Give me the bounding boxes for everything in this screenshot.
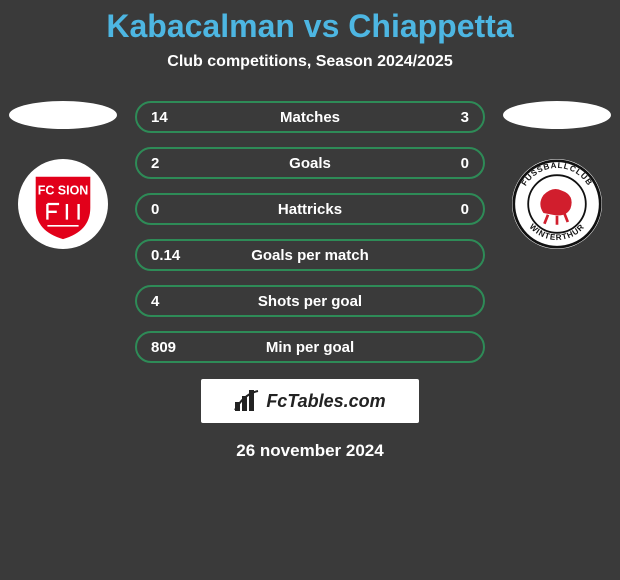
stat-row-hattricks: 0 Hattricks 0	[135, 193, 485, 225]
infographic-date: 26 november 2024	[0, 441, 620, 461]
stat-left-value: 4	[151, 293, 211, 310]
fc-sion-shield-icon: FC SION	[24, 165, 102, 243]
branding-box: FcTables.com	[201, 379, 419, 423]
stat-label: Min per goal	[211, 339, 409, 356]
stats-column: 14 Matches 3 2 Goals 0 0 Hattricks 0 0.1…	[135, 101, 485, 363]
page-subtitle: Club competitions, Season 2024/2025	[0, 53, 620, 71]
main-row: FC SION 14 Matches 3 2 Goals 0 0 Hattric…	[0, 101, 620, 363]
stat-label: Hattricks	[211, 201, 409, 218]
stat-label: Matches	[211, 109, 409, 126]
svg-text:FC SION: FC SION	[38, 184, 89, 198]
stat-left-value: 0.14	[151, 247, 211, 264]
stat-right-value: 3	[409, 109, 469, 126]
right-player-column: FUSSBALLCLUB WINTERTHUR	[503, 101, 611, 249]
stat-left-value: 0	[151, 201, 211, 218]
infographic-root: Kabacalman vs Chiappetta Club competitio…	[0, 0, 620, 461]
stat-row-gpm: 0.14 Goals per match	[135, 239, 485, 271]
stat-right-value: 0	[409, 155, 469, 172]
stat-label: Shots per goal	[211, 293, 409, 310]
page-title: Kabacalman vs Chiappetta	[0, 8, 620, 45]
stat-label: Goals per match	[211, 247, 409, 264]
stat-row-matches: 14 Matches 3	[135, 101, 485, 133]
stat-left-value: 809	[151, 339, 211, 356]
stat-left-value: 2	[151, 155, 211, 172]
fc-winterthur-ring-icon: FUSSBALLCLUB WINTERTHUR	[512, 159, 602, 249]
fctables-bars-icon	[234, 390, 260, 412]
stat-right-value: 0	[409, 201, 469, 218]
stat-left-value: 14	[151, 109, 211, 126]
fc-sion-logo: FC SION	[18, 159, 108, 249]
left-player-column: FC SION	[9, 101, 117, 249]
right-player-ellipse	[503, 101, 611, 129]
stat-row-goals: 2 Goals 0	[135, 147, 485, 179]
stat-row-spg: 4 Shots per goal	[135, 285, 485, 317]
branding-text: FcTables.com	[266, 391, 385, 412]
left-player-ellipse	[9, 101, 117, 129]
stat-label: Goals	[211, 155, 409, 172]
stat-row-mpg: 809 Min per goal	[135, 331, 485, 363]
fc-winterthur-logo: FUSSBALLCLUB WINTERTHUR	[512, 159, 602, 249]
